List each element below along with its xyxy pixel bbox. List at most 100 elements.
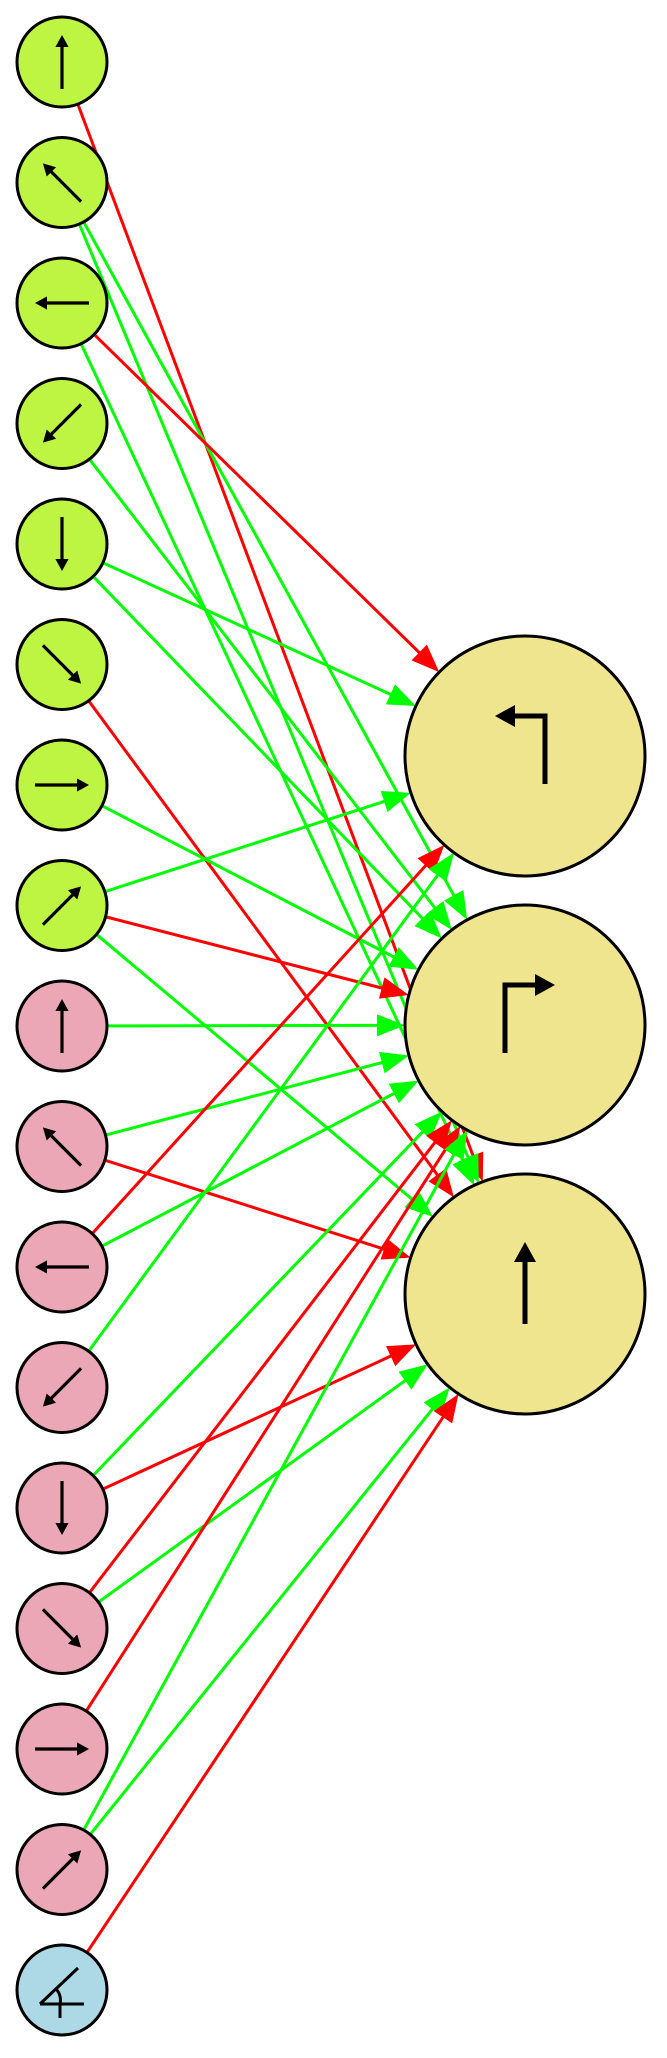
connection-line bbox=[88, 1407, 434, 1836]
arrow-down-left-icon bbox=[42, 1367, 83, 1407]
connection-line bbox=[103, 799, 386, 894]
arrow-up-left-icon bbox=[42, 1127, 83, 1167]
connection-arrowhead bbox=[423, 1387, 450, 1417]
input-node-green bbox=[15, 136, 109, 229]
connection-edge bbox=[94, 932, 434, 1217]
connection-arrowhead bbox=[388, 1080, 419, 1104]
input-node-green bbox=[15, 618, 109, 711]
forward-icon bbox=[514, 1242, 536, 1324]
arrow-left-icon bbox=[35, 296, 89, 310]
connection-arrowhead bbox=[378, 977, 409, 999]
connection-edge bbox=[100, 1080, 419, 1248]
connection-edge bbox=[103, 791, 411, 894]
connection-edge bbox=[88, 1387, 450, 1836]
connection-line bbox=[87, 873, 439, 1353]
connection-arrowhead bbox=[385, 684, 416, 707]
input-node-pink bbox=[15, 1461, 109, 1555]
connection-line bbox=[91, 1130, 425, 1478]
arrow-down-right-icon bbox=[41, 1608, 82, 1648]
output-node-circle bbox=[403, 634, 647, 878]
arrow-down-icon bbox=[55, 1481, 69, 1535]
input-node-blue bbox=[15, 1943, 109, 2037]
connection-edge bbox=[90, 844, 445, 1236]
input-node-green bbox=[15, 15, 109, 109]
connection-line bbox=[94, 932, 414, 1201]
output-node bbox=[403, 903, 647, 1147]
connection-line bbox=[87, 1140, 437, 1595]
connection-arrowhead bbox=[426, 901, 452, 930]
turn-right-icon bbox=[502, 974, 555, 1053]
input-node-pink bbox=[15, 1100, 109, 1193]
connection-line bbox=[84, 1148, 447, 1713]
connection-arrowhead bbox=[404, 1190, 434, 1217]
arrow-up-icon bbox=[55, 35, 69, 89]
connection-line bbox=[100, 804, 396, 959]
connection-line bbox=[85, 1415, 445, 1955]
output-node bbox=[403, 634, 647, 878]
connection-arrowhead bbox=[411, 644, 440, 673]
connection-line bbox=[92, 332, 421, 654]
connection-line bbox=[104, 1061, 384, 1137]
edge-layer bbox=[76, 102, 484, 1955]
connection-edge bbox=[91, 574, 442, 939]
output-node bbox=[403, 1172, 647, 1416]
arrow-right-icon bbox=[35, 778, 89, 792]
arrow-up-left-icon bbox=[42, 163, 83, 203]
input-node-pink bbox=[15, 1341, 109, 1434]
connection-arrowhead bbox=[414, 1111, 442, 1140]
connection-edge bbox=[100, 804, 419, 970]
connection-arrowhead bbox=[452, 1155, 475, 1186]
connection-line bbox=[103, 1158, 386, 1251]
connection-arrowhead bbox=[380, 1238, 411, 1260]
arrow-up-right-icon bbox=[41, 886, 82, 926]
input-node-green bbox=[15, 738, 109, 832]
input-node-pink bbox=[15, 979, 109, 1073]
connection-edge bbox=[87, 457, 452, 930]
connection-arrowhead bbox=[376, 1014, 406, 1037]
connection-edge bbox=[92, 332, 440, 673]
connection-line bbox=[105, 1023, 379, 1028]
connection-arrowhead bbox=[444, 889, 468, 920]
node-layer bbox=[15, 15, 647, 2037]
input-node-pink bbox=[15, 1220, 109, 1314]
connection-line bbox=[101, 1354, 393, 1491]
connection-arrowhead bbox=[428, 852, 455, 882]
connection-line bbox=[82, 1153, 456, 1832]
input-node-green bbox=[15, 256, 109, 350]
connection-line bbox=[100, 1092, 396, 1248]
connection-line bbox=[77, 222, 470, 1159]
connection-arrowhead bbox=[379, 1051, 409, 1074]
connection-line bbox=[91, 574, 424, 920]
connection-edge bbox=[82, 220, 468, 920]
output-node-circle bbox=[403, 903, 647, 1147]
connection-arrowhead bbox=[380, 791, 411, 812]
input-node-pink bbox=[15, 1823, 109, 1916]
input-node-green bbox=[15, 497, 109, 591]
input-node-circle bbox=[15, 1943, 109, 2037]
arrow-right-icon bbox=[35, 1742, 89, 1756]
connection-arrowhead bbox=[414, 910, 442, 939]
connection-edge bbox=[87, 852, 455, 1353]
connection-line bbox=[90, 864, 428, 1236]
input-node-pink bbox=[15, 1582, 109, 1675]
input-node-green bbox=[15, 859, 109, 952]
arrow-down-right-icon bbox=[41, 644, 82, 684]
connection-line bbox=[101, 561, 392, 696]
connection-edge bbox=[101, 561, 416, 707]
connection-arrowhead bbox=[398, 1364, 428, 1390]
connection-line bbox=[87, 457, 437, 910]
connection-edge bbox=[104, 915, 409, 999]
connection-edge bbox=[104, 1051, 409, 1137]
arrow-down-left-icon bbox=[42, 403, 83, 443]
connection-arrowhead bbox=[433, 1393, 459, 1424]
turn-left-icon bbox=[495, 705, 548, 784]
connection-edge bbox=[87, 699, 454, 1198]
connection-edge bbox=[85, 1393, 459, 1955]
connection-line bbox=[96, 1379, 407, 1604]
input-node-pink bbox=[15, 1702, 109, 1796]
angle-icon bbox=[38, 1966, 84, 2018]
connection-arrowhead bbox=[428, 1168, 454, 1198]
connection-arrowhead bbox=[417, 844, 445, 874]
arrow-down-icon bbox=[55, 517, 69, 571]
